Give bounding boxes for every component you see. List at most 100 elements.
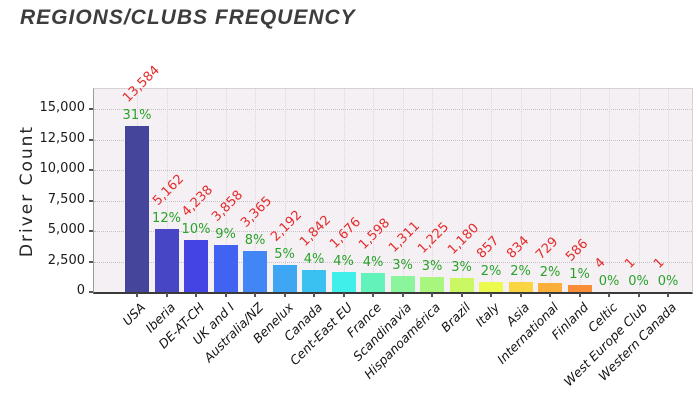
bar-value-label: 857 — [474, 233, 503, 262]
y-tick-mark — [89, 230, 93, 232]
bar-value-label: 586 — [562, 236, 591, 265]
bar — [390, 276, 415, 292]
bar — [243, 250, 267, 292]
x-tick-mark — [431, 293, 433, 297]
bar — [567, 284, 592, 292]
y-tick-mark — [89, 169, 93, 171]
h-gridline — [94, 231, 692, 232]
bar — [184, 240, 208, 292]
v-gridline — [432, 89, 433, 292]
v-gridline — [609, 89, 610, 292]
v-gridline — [225, 89, 227, 292]
y-tick-mark — [89, 108, 93, 110]
bar-percent-label: 5% — [274, 247, 295, 263]
x-tick-mark — [136, 293, 138, 297]
y-tick-label: 10,000 — [39, 161, 86, 176]
x-tick-mark — [401, 293, 404, 297]
v-gridline — [550, 89, 551, 292]
v-gridline — [520, 89, 522, 292]
bar — [420, 277, 444, 292]
y-tick-mark — [89, 138, 93, 141]
y-tick-label: 2,500 — [47, 252, 85, 268]
bar-percent-label: 2% — [510, 263, 531, 279]
bar — [449, 277, 474, 292]
bar-percent-label: 0% — [598, 273, 620, 289]
y-tick-label: 5,000 — [47, 222, 85, 237]
bar — [154, 229, 179, 292]
x-tick-mark — [519, 293, 522, 297]
x-tick-mark — [578, 293, 581, 297]
v-gridline — [402, 89, 404, 292]
v-gridline — [461, 89, 463, 292]
x-tick-mark — [342, 293, 345, 297]
bar — [272, 265, 297, 292]
y-tick-label: 15,000 — [39, 100, 86, 115]
plot-area: 13,584 31% 5,162 12% 4,238 10% 3,858 9% 3,365 8% 2… — [93, 63, 693, 294]
v-gridline — [314, 89, 315, 292]
x-tick-mark — [549, 293, 551, 297]
bar-percent-label: 4% — [362, 254, 384, 270]
v-gridline — [638, 89, 640, 292]
bar — [125, 126, 149, 292]
x-tick-mark — [490, 293, 492, 297]
h-gridline — [94, 261, 692, 263]
bar-percent-label: 8% — [244, 232, 266, 248]
bar-percent-label: 3% — [421, 259, 443, 275]
x-tick-mark — [283, 293, 286, 297]
bar-value-label: 13,584 — [120, 63, 163, 106]
y-tick-label: 7,500 — [47, 191, 85, 207]
x-tick-mark — [637, 293, 640, 297]
v-gridline — [579, 89, 581, 292]
bar-percent-label: 4% — [303, 251, 325, 267]
bar — [361, 272, 385, 292]
bar-value-label: 1 — [651, 255, 668, 272]
bar-value-label: 1 — [621, 255, 639, 272]
bar — [302, 269, 326, 292]
v-gridline — [166, 89, 168, 292]
bar — [538, 283, 562, 292]
x-tick-mark — [254, 293, 256, 297]
x-tick-mark — [313, 293, 315, 297]
y-tick-label: 12,500 — [39, 130, 86, 146]
y-tick-mark — [89, 291, 93, 293]
bar-percent-label: 10% — [181, 222, 211, 238]
v-gridline — [255, 89, 256, 292]
x-tick-mark — [224, 293, 227, 297]
x-tick-mark — [165, 293, 168, 297]
v-gridline — [343, 89, 345, 292]
x-tick-mark — [608, 293, 610, 297]
chart-title: REGIONS/CLUBS FREQUENCY — [20, 6, 356, 29]
bar-percent-label: 31% — [122, 108, 152, 124]
bar-percent-label: 0% — [628, 274, 649, 289]
v-gridline — [491, 89, 492, 292]
h-gridline — [94, 139, 692, 141]
bar-percent-label: 0% — [657, 274, 679, 289]
x-tick-mark — [460, 293, 463, 297]
bar-percent-label: 12% — [152, 211, 181, 227]
bar-value-label: 834 — [503, 233, 532, 262]
x-tick-mark — [372, 293, 374, 297]
x-tick-mark — [667, 293, 669, 297]
bar-percent-label: 3% — [451, 259, 472, 275]
bar-percent-label: 9% — [215, 226, 236, 242]
y-tick-mark — [89, 199, 93, 202]
y-tick-mark — [89, 260, 93, 263]
h-gridline — [94, 109, 692, 110]
v-gridline — [668, 89, 669, 292]
bar-percent-label: 1% — [569, 266, 590, 282]
v-gridline — [373, 89, 374, 292]
bar-value-label: 729 — [533, 234, 562, 263]
bar-percent-label: 3% — [392, 258, 413, 274]
bar-value-label: 1,225 — [415, 219, 453, 257]
bar — [479, 281, 503, 292]
v-gridline — [284, 89, 286, 292]
h-gridline — [94, 170, 692, 171]
bar-value-label: 1,676 — [326, 214, 364, 252]
bar-percent-label: 2% — [480, 263, 502, 279]
bar — [213, 244, 238, 292]
h-gridline — [94, 200, 692, 202]
x-tick-mark — [195, 293, 197, 297]
bar — [508, 281, 533, 292]
bar — [331, 271, 356, 292]
